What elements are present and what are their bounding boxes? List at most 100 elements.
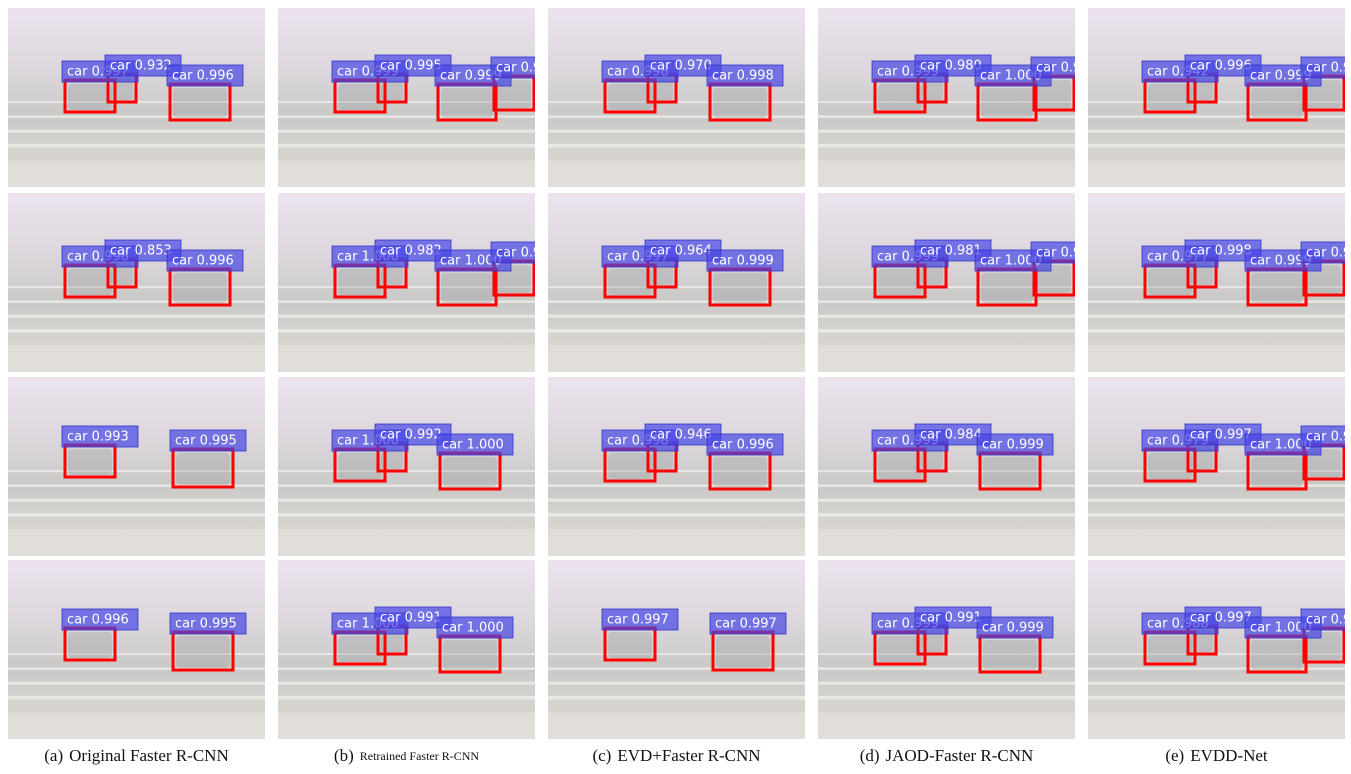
detection-label: car 0.980 bbox=[920, 59, 982, 74]
detection-label: car 0.995 bbox=[380, 59, 442, 74]
road-stripe bbox=[8, 329, 265, 333]
road-stripe bbox=[548, 682, 805, 685]
car bbox=[68, 269, 112, 295]
detection-label: car 0.970 bbox=[650, 59, 712, 74]
car bbox=[176, 636, 230, 668]
road-stripe bbox=[278, 513, 535, 517]
car bbox=[338, 269, 382, 295]
detection-label: car 0.996 bbox=[67, 613, 129, 628]
road-stripe bbox=[278, 315, 535, 318]
caption-text: JAOD-Faster R-CNN bbox=[886, 746, 1034, 765]
car bbox=[981, 273, 1033, 303]
detection-label: car 0.999 bbox=[1306, 246, 1351, 261]
road-stripe bbox=[1088, 130, 1345, 133]
caption-tag: (d) bbox=[860, 746, 880, 765]
photo: car 1.000car 0.991car 1.000 bbox=[278, 560, 535, 739]
road-stripe bbox=[278, 499, 535, 502]
car bbox=[443, 457, 497, 487]
road-edge bbox=[278, 345, 535, 372]
photo: car 0.997car 0.964car 0.999 bbox=[548, 193, 805, 372]
road-stripe bbox=[548, 499, 805, 502]
road-stripe bbox=[8, 682, 265, 685]
detection-label: car 0.999 bbox=[712, 254, 774, 269]
road-edge bbox=[8, 160, 265, 187]
car bbox=[68, 632, 112, 658]
photo: car 0.999car 0.981car 1.000car 0.997 bbox=[818, 193, 1107, 372]
road-edge bbox=[1088, 712, 1345, 739]
detection-label: car 0.932 bbox=[110, 59, 172, 74]
car bbox=[443, 640, 497, 670]
detection-label: car 1.000 bbox=[442, 621, 504, 636]
road-stripe bbox=[548, 696, 805, 700]
detection-label: car 0.999 bbox=[1306, 613, 1351, 628]
detection-label: car 0.995 bbox=[175, 617, 237, 632]
detection-label: car 0.982 bbox=[380, 244, 442, 259]
road-stripe bbox=[818, 329, 1075, 333]
detection-label: car 0.996 bbox=[712, 438, 774, 453]
car bbox=[1251, 640, 1303, 670]
road-stripe bbox=[278, 130, 535, 133]
detection-label: car 0.995 bbox=[175, 434, 237, 449]
road-stripe bbox=[1088, 315, 1345, 318]
road-edge bbox=[278, 160, 535, 187]
road-stripe bbox=[1088, 682, 1345, 685]
detection-label: car 0.998 bbox=[1306, 61, 1351, 76]
detection-label: car 0.999 bbox=[982, 621, 1044, 636]
road-stripe bbox=[818, 315, 1075, 318]
photo: car 0.942car 0.996car 0.999car 0.998 bbox=[1088, 8, 1351, 187]
car bbox=[878, 453, 922, 479]
car bbox=[878, 269, 922, 295]
detection-label: car 0.996 bbox=[172, 69, 234, 84]
road-edge bbox=[8, 345, 265, 372]
road-stripe bbox=[8, 513, 265, 517]
caption-tag: (a) bbox=[44, 746, 63, 765]
car bbox=[338, 84, 382, 110]
detection-label: car 0.964 bbox=[650, 244, 712, 259]
car bbox=[981, 88, 1033, 118]
car bbox=[713, 88, 767, 118]
road-stripe bbox=[548, 513, 805, 517]
detection-label: car 0.998 bbox=[1190, 244, 1252, 259]
car bbox=[338, 453, 382, 479]
caption-text: EVD+Faster R-CNN bbox=[617, 746, 760, 765]
detection-label: car 0.993 bbox=[67, 430, 129, 445]
car bbox=[173, 88, 227, 118]
car bbox=[1251, 457, 1303, 487]
road-stripe bbox=[818, 513, 1075, 517]
detection-label: car 0.946 bbox=[650, 428, 712, 443]
road-stripe bbox=[818, 696, 1075, 700]
road-edge bbox=[8, 712, 265, 739]
car bbox=[1148, 269, 1192, 295]
car bbox=[716, 636, 770, 668]
road-edge bbox=[548, 160, 805, 187]
detection-label: car 0.997 bbox=[607, 613, 669, 628]
car bbox=[608, 453, 652, 479]
photo: car 0.998car 0.970car 0.998 bbox=[548, 8, 805, 187]
car bbox=[713, 457, 767, 487]
road-stripe bbox=[548, 315, 805, 318]
photo: car 0.997car 0.932car 0.996 bbox=[8, 8, 265, 187]
car bbox=[441, 88, 493, 118]
car bbox=[176, 453, 230, 485]
road-stripe bbox=[278, 144, 535, 148]
road-edge bbox=[548, 712, 805, 739]
car bbox=[608, 84, 652, 110]
caption: (d) JAOD-Faster R-CNN bbox=[860, 746, 1034, 765]
road-edge bbox=[818, 529, 1075, 556]
car bbox=[608, 632, 652, 658]
car bbox=[713, 273, 767, 303]
detection-label: car 0.984 bbox=[920, 428, 982, 443]
road-stripe bbox=[278, 682, 535, 685]
car bbox=[1148, 636, 1192, 662]
car bbox=[173, 273, 227, 303]
road-edge bbox=[278, 529, 535, 556]
caption-text: Original Faster R-CNN bbox=[69, 746, 229, 765]
road-stripe bbox=[1088, 329, 1345, 333]
detection-label: car 0.981 bbox=[920, 244, 982, 259]
car bbox=[878, 636, 922, 662]
car bbox=[68, 449, 112, 475]
